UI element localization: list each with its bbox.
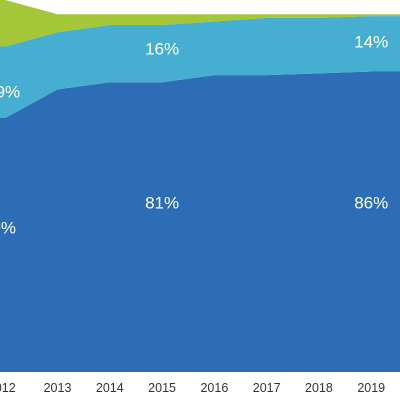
area-series-2 bbox=[0, 0, 400, 47]
x-tick-label-2012: 012 bbox=[0, 381, 16, 395]
data-label-2: 81% bbox=[145, 193, 179, 212]
data-label-5: 14% bbox=[354, 32, 388, 51]
x-tick-label-2017: 2017 bbox=[253, 381, 281, 395]
area-series-0 bbox=[0, 71, 400, 372]
x-tick-label-2018: 2018 bbox=[305, 381, 333, 395]
x-tick-label-2016: 2016 bbox=[200, 381, 228, 395]
data-label-0: 86% bbox=[354, 193, 388, 212]
data-label-3: 0% bbox=[0, 218, 16, 237]
x-tick-label-2013: 2013 bbox=[44, 381, 72, 395]
data-label-4: 9% bbox=[0, 82, 20, 101]
x-tick-label-2014: 2014 bbox=[96, 381, 124, 395]
area-series-1 bbox=[0, 16, 400, 119]
x-tick-label-2015: 2015 bbox=[148, 381, 176, 395]
x-tick-label-2019: 2019 bbox=[357, 381, 385, 395]
data-label-1: 16% bbox=[145, 40, 179, 59]
